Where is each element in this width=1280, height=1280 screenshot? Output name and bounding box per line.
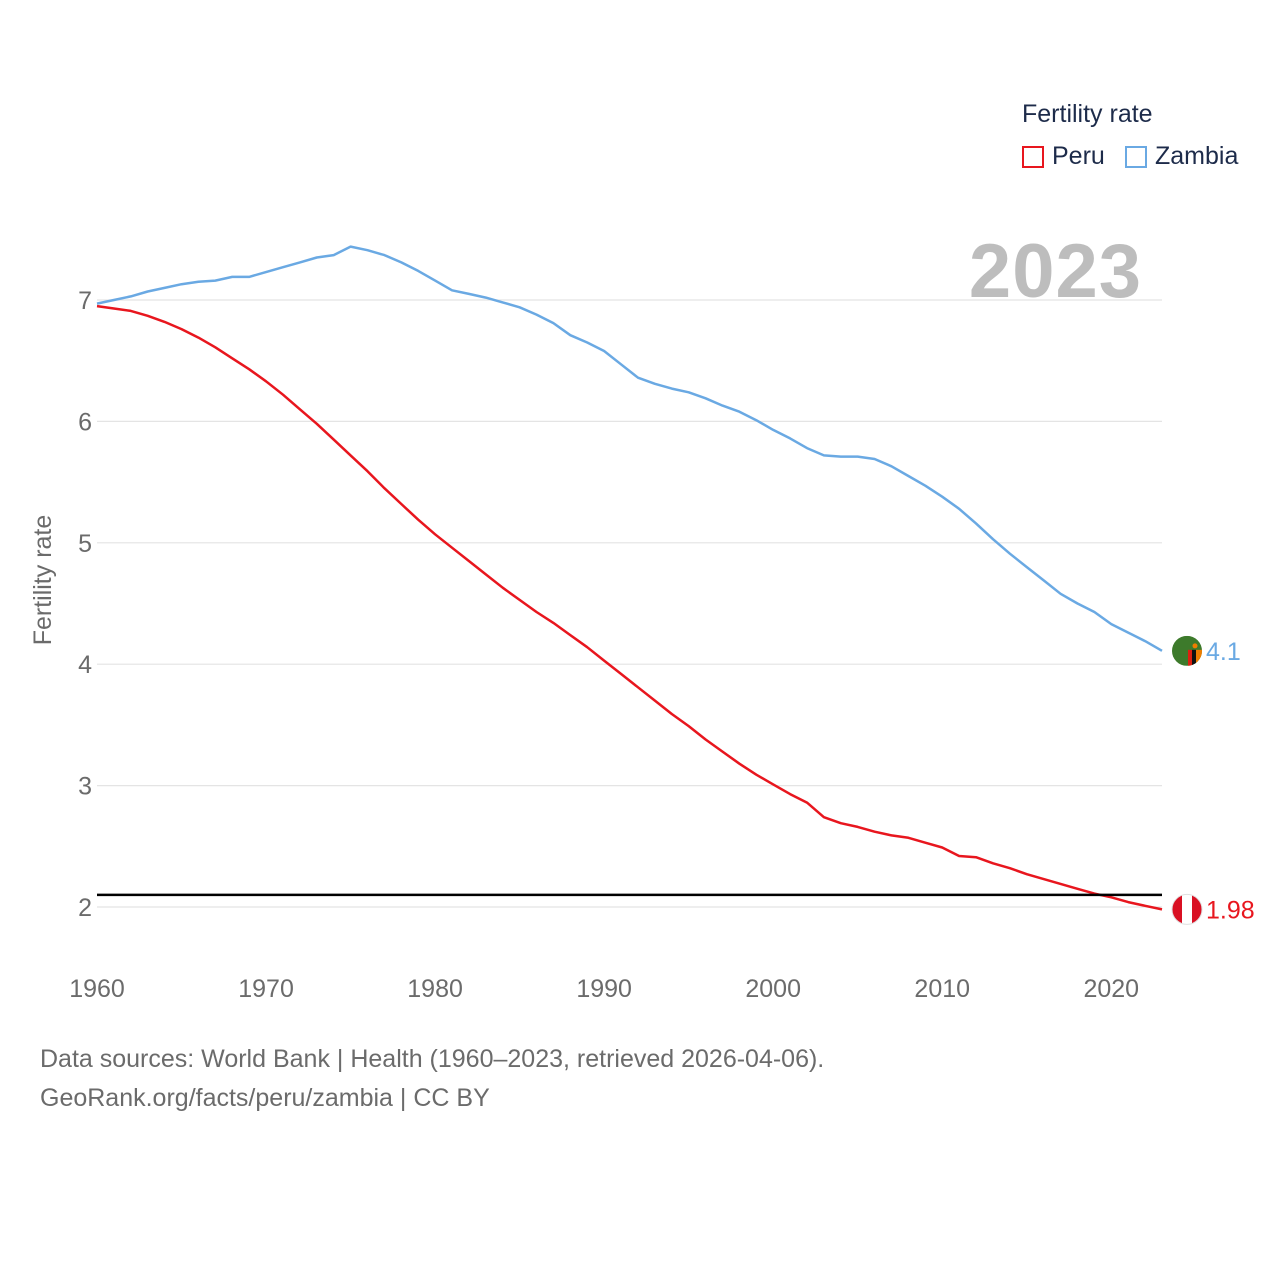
- x-tick-label: 1980: [407, 975, 463, 1003]
- end-label-zambia: 4.1: [1206, 638, 1241, 666]
- y-axis-label: Fertility rate: [29, 515, 57, 646]
- grid-lines: [97, 299, 1162, 908]
- y-axis-ticks: 2 3 4 5 6 7: [78, 287, 92, 922]
- x-tick-label: 1960: [69, 975, 125, 1003]
- y-tick-label: 5: [78, 530, 92, 558]
- series-line-zambia: [96, 245, 1163, 652]
- series-line-peru: [96, 304, 1163, 911]
- x-tick-label: 2010: [914, 975, 970, 1003]
- x-tick-label: 2020: [1083, 975, 1139, 1003]
- y-tick-label: 3: [78, 773, 92, 801]
- peru-flag-icon: [1171, 893, 1203, 925]
- series-lines: [96, 245, 1163, 911]
- zambia-flag-icon: [1172, 635, 1202, 666]
- footer-sources: Data sources: World Bank | Health (1960–…: [40, 1045, 825, 1073]
- legend-item-peru[interactable]: Peru: [1022, 142, 1105, 171]
- x-tick-label: 2000: [745, 975, 801, 1003]
- y-tick-label: 6: [78, 408, 92, 436]
- y-tick-label: 4: [78, 651, 92, 679]
- x-tick-label: 1990: [576, 975, 632, 1003]
- legend-label-zambia: Zambia: [1155, 142, 1239, 170]
- footer-link[interactable]: GeoRank.org/facts/peru/zambia | CC BY: [40, 1084, 490, 1112]
- end-label-peru: 1.98: [1206, 896, 1255, 924]
- x-tick-label: 1970: [238, 975, 294, 1003]
- legend-item-zambia[interactable]: Zambia: [1125, 142, 1238, 171]
- legend-label-peru: Peru: [1052, 142, 1105, 170]
- end-markers: 1.98 4.1: [1171, 635, 1255, 925]
- x-axis-ticks: 1960 1970 1980 1990 2000 2010 2020: [69, 975, 1139, 1003]
- y-tick-label: 7: [78, 287, 92, 315]
- legend-swatch-peru: [1022, 145, 1044, 168]
- y-tick-label: 2: [78, 894, 92, 922]
- legend-title: Fertility rate: [1022, 100, 1153, 128]
- year-display: 2023: [968, 229, 1142, 314]
- legend-swatch-zambia: [1125, 145, 1147, 168]
